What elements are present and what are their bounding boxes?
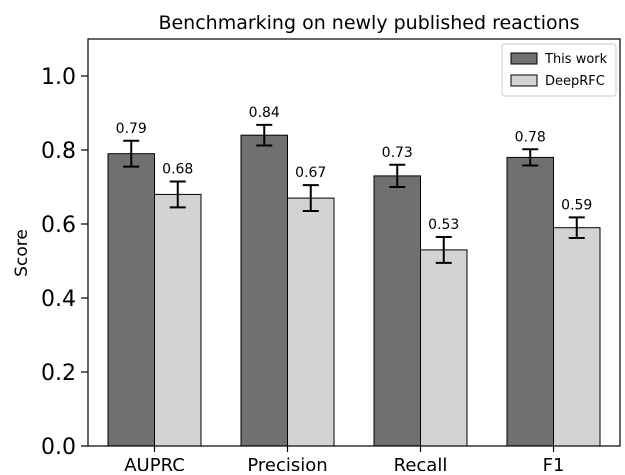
y-tick-label: 0.8 bbox=[41, 139, 76, 164]
y-tick-label: 0.0 bbox=[41, 435, 76, 460]
legend-label: DeepRFC bbox=[545, 74, 605, 89]
bar bbox=[154, 193, 202, 447]
bar bbox=[420, 249, 468, 447]
y-tick-label: 1.0 bbox=[41, 65, 76, 90]
legend-swatch bbox=[510, 74, 538, 87]
plot-area: 0.0 0.2 0.4 0.6 0.8 1.0 0.79 0.68 AUPRC 0.84 0.67 P… bbox=[41, 38, 621, 475]
data-label: 0.78 bbox=[515, 129, 546, 145]
data-label: 0.68 bbox=[162, 161, 193, 177]
bar bbox=[373, 175, 421, 447]
x-tick-label: Recall bbox=[394, 455, 448, 471]
data-label: 0.53 bbox=[428, 217, 459, 233]
data-label: 0.73 bbox=[382, 145, 413, 161]
bar bbox=[553, 227, 601, 447]
data-label: 0.79 bbox=[116, 121, 147, 137]
x-tick-label: Precision bbox=[247, 455, 327, 471]
y-tick-label: 0.4 bbox=[41, 287, 76, 312]
axes-frame bbox=[87, 38, 621, 447]
legend-label: This work bbox=[544, 52, 608, 67]
data-label: 0.59 bbox=[561, 197, 592, 213]
bar bbox=[240, 134, 288, 447]
bar bbox=[287, 197, 335, 447]
legend-swatch bbox=[510, 52, 538, 65]
chart-title: Benchmarking on newly published reaction… bbox=[158, 12, 579, 34]
bar bbox=[506, 156, 554, 447]
data-label: 0.67 bbox=[295, 165, 326, 181]
y-tick-label: 0.6 bbox=[41, 213, 76, 238]
y-axis-label: Score bbox=[12, 229, 32, 277]
y-tick-label: 0.2 bbox=[41, 361, 76, 386]
data-label: 0.84 bbox=[249, 105, 280, 121]
x-tick-label: F1 bbox=[543, 455, 565, 471]
x-tick-label: AUPRC bbox=[124, 455, 185, 471]
bar bbox=[107, 153, 155, 447]
